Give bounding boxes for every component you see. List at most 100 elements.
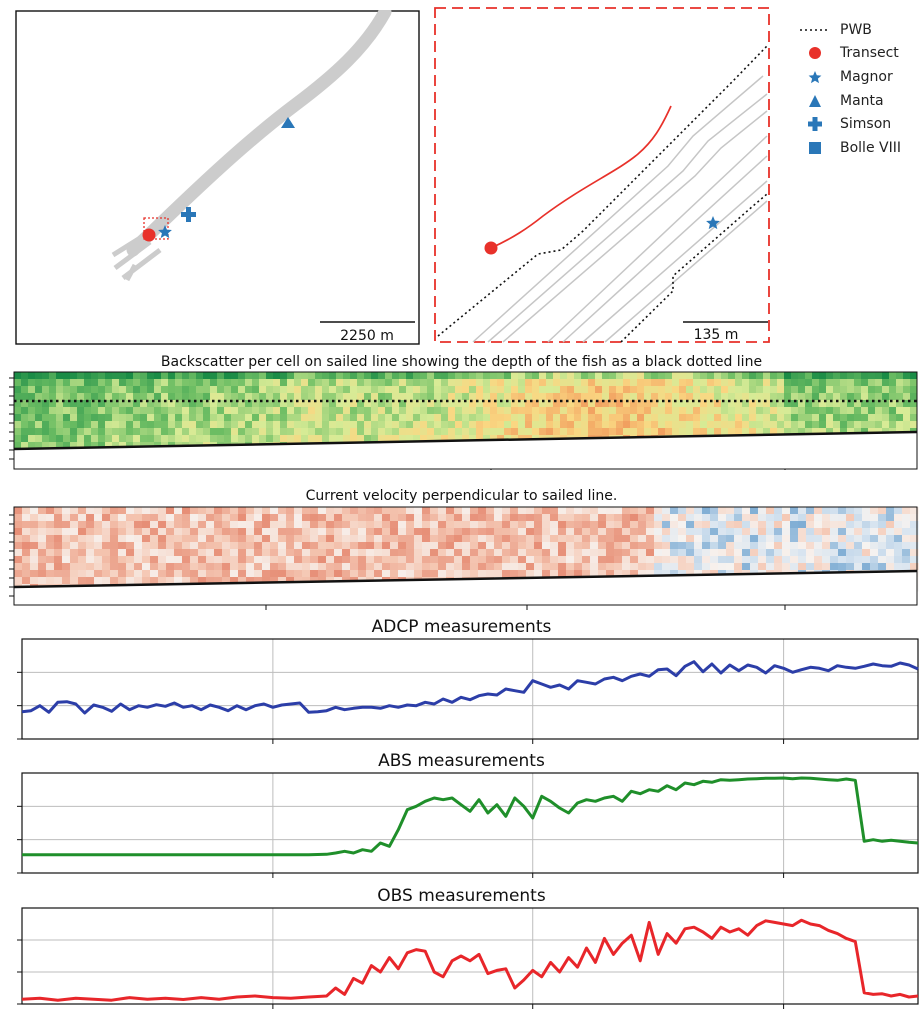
heatmap-cell <box>455 407 463 415</box>
heatmap-cell <box>784 379 792 387</box>
heatmap-cell <box>774 528 783 536</box>
heatmap-cell <box>14 570 23 578</box>
heatmap-cell <box>878 549 887 557</box>
heatmap-cell <box>70 400 78 408</box>
heatmap-cell <box>98 407 106 415</box>
heatmap-cell <box>588 400 596 408</box>
heatmap-cell <box>721 379 729 387</box>
heatmap-cell <box>203 386 211 394</box>
heatmap-cell <box>846 549 855 557</box>
heatmap-cell <box>217 407 225 415</box>
heatmap-cell <box>504 393 512 401</box>
heatmap-cell <box>756 400 764 408</box>
heatmap-cell <box>385 435 393 443</box>
heatmap-cell <box>889 386 897 394</box>
heatmap-cell <box>406 414 414 422</box>
heatmap-cell <box>278 549 287 557</box>
heatmap-cell <box>343 414 351 422</box>
heatmap-cell <box>154 414 162 422</box>
heatmap-cell <box>329 372 337 380</box>
heatmap-cell <box>371 435 379 443</box>
heatmap-cell <box>28 414 36 422</box>
heatmap-cell <box>742 386 750 394</box>
plot-frame <box>21 638 919 740</box>
heatmap-cell <box>399 421 407 429</box>
heatmap-cell <box>406 400 414 408</box>
heatmap-cell <box>750 507 759 515</box>
heatmap-cell <box>224 428 232 436</box>
heatmap-cell <box>189 421 197 429</box>
heatmap-cell <box>78 549 87 557</box>
heatmap-cell <box>231 372 239 380</box>
heatmap-cell <box>14 507 23 515</box>
heatmap-cell <box>342 521 351 529</box>
heatmap-cell <box>280 379 288 387</box>
heatmap-cell <box>126 428 134 436</box>
heatmap-cell <box>875 379 883 387</box>
heatmap-cell <box>616 379 624 387</box>
heatmap-cell <box>814 535 823 543</box>
heatmap-cell <box>392 400 400 408</box>
heatmap-cell <box>350 414 358 422</box>
heatmap-cell <box>814 563 823 571</box>
heatmap-cell <box>399 435 407 443</box>
heatmap-cell <box>154 393 162 401</box>
heatmap-cell <box>262 577 271 585</box>
heatmap-cell <box>588 372 596 380</box>
heatmap-cell <box>637 414 645 422</box>
heatmap-cell <box>322 428 330 436</box>
heatmap-cell <box>539 372 547 380</box>
heatmap-cell <box>882 407 890 415</box>
heatmap-cell <box>392 379 400 387</box>
heatmap-cell <box>847 428 855 436</box>
heatmap-cell <box>502 570 511 578</box>
heatmap-cell <box>427 379 435 387</box>
heatmap-cell <box>49 386 57 394</box>
heatmap-cell <box>214 549 223 557</box>
heatmap-cell <box>542 542 551 550</box>
heatmap-cell <box>518 521 527 529</box>
heatmap-cell <box>434 428 442 436</box>
heatmap-cell <box>210 372 218 380</box>
heatmap-cell <box>470 514 479 522</box>
heatmap-cell <box>86 542 95 550</box>
heatmap-cell <box>118 528 127 536</box>
heatmap-cell <box>318 521 327 529</box>
heatmap-cell <box>630 428 638 436</box>
heatmap-cell <box>560 407 568 415</box>
heatmap-cell <box>378 379 386 387</box>
heatmap-cell <box>198 570 207 578</box>
heatmap-cell <box>598 563 607 571</box>
heatmap-cell <box>203 428 211 436</box>
heatmap-cell <box>590 514 599 522</box>
heatmap-cell <box>150 549 159 557</box>
heatmap-cell <box>686 407 694 415</box>
heatmap-cell <box>315 435 323 443</box>
heatmap-cell <box>518 386 526 394</box>
heatmap-cell <box>294 535 303 543</box>
heatmap-cell <box>894 542 903 550</box>
heatmap-cell <box>217 372 225 380</box>
heatmap-cell <box>791 407 799 415</box>
heatmap-cell <box>870 514 879 522</box>
heatmap-cell <box>854 514 863 522</box>
heatmap-cell <box>595 386 603 394</box>
heatmap-cell <box>581 393 589 401</box>
heatmap-cell <box>118 535 127 543</box>
heatmap-cell <box>62 549 71 557</box>
heatmap-cell <box>526 535 535 543</box>
heatmap-cell <box>70 542 79 550</box>
heatmap-cell <box>259 421 267 429</box>
heatmap-cell <box>830 556 839 564</box>
heatmap-cell <box>350 400 358 408</box>
heatmap-cell <box>322 421 330 429</box>
heatmap-cell <box>462 535 471 543</box>
heatmap-cell <box>77 421 85 429</box>
heatmap-cell <box>42 407 50 415</box>
heatmap-cell <box>574 542 583 550</box>
heatmap-cell <box>483 393 491 401</box>
heatmap-cell <box>902 514 911 522</box>
heatmap-cell <box>161 393 169 401</box>
heatmap-cell <box>758 556 767 564</box>
heatmap-cell <box>763 393 771 401</box>
